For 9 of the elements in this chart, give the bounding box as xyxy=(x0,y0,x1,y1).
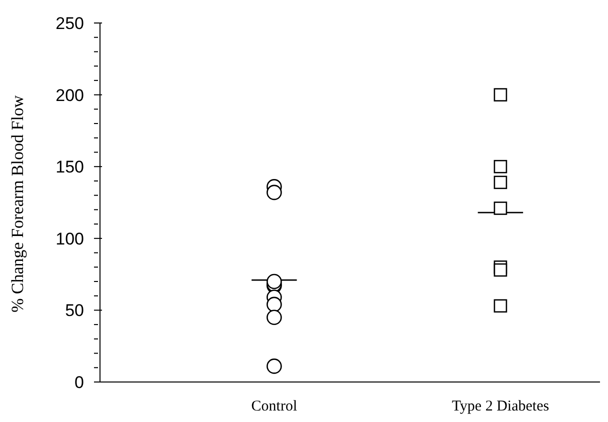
y-tick-label: 150 xyxy=(56,158,84,177)
y-tick-label: 100 xyxy=(56,229,84,248)
y-tick-label: 250 xyxy=(56,14,84,33)
x-tick-label: Control xyxy=(251,398,298,415)
y-tick-label: 0 xyxy=(74,372,84,392)
y-tick-label: 50 xyxy=(65,301,84,320)
y-tick-label: 200 xyxy=(56,86,84,105)
y-axis-title: % Change Forearm Blood Flow xyxy=(8,94,28,312)
x-tick-label: Type 2 Diabetes xyxy=(452,398,550,415)
